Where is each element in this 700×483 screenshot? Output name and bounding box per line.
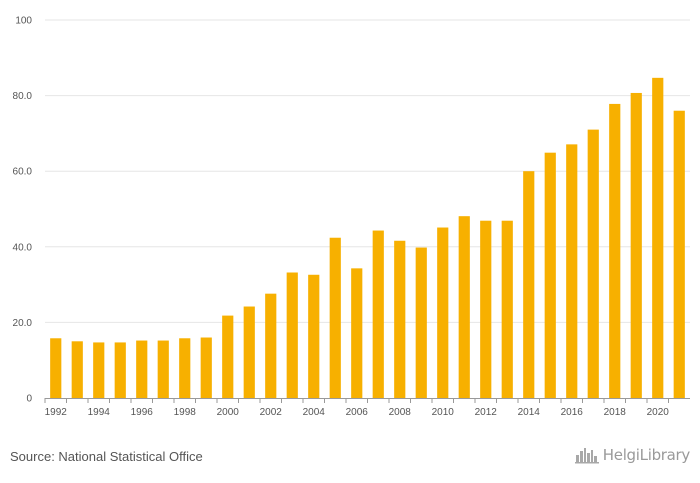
bar-2003: [286, 272, 298, 398]
x-tick-label: 2002: [260, 407, 283, 418]
bar-1999: [200, 337, 212, 398]
x-tick-label: 2012: [475, 407, 498, 418]
bar-1992: [50, 338, 62, 398]
helgilibrary-logo[interactable]: HelgiLibrary: [574, 446, 691, 464]
bar-2018: [609, 103, 621, 398]
bar-2019: [630, 92, 642, 398]
bar-2020: [652, 77, 664, 399]
bar-2010: [437, 227, 449, 398]
y-tick-label: 100: [15, 16, 32, 27]
logo-text: HelgiLibrary: [602, 446, 691, 464]
bar-1994: [93, 342, 105, 398]
x-tick-label: 2008: [389, 407, 412, 418]
x-tick-label: 1992: [45, 407, 68, 418]
source-note: Source: National Statistical Office: [10, 449, 203, 464]
bar-2013: [501, 220, 513, 398]
city-skyline-icon: [574, 448, 599, 464]
x-tick-label: 1994: [88, 407, 111, 418]
bar-2005: [329, 237, 341, 398]
x-tick-label: 1998: [174, 407, 197, 418]
bar-2016: [566, 144, 578, 398]
bar-2021: [673, 110, 685, 398]
x-tick-label: 1996: [131, 407, 154, 418]
x-axis: 1992 1994 1996 1998 2000 2002 2004 2006 2008 2010…: [44, 398, 690, 418]
y-tick-label: 60.0: [13, 167, 33, 178]
x-tick-label: 2004: [303, 407, 326, 418]
x-tick-label: 2006: [346, 407, 369, 418]
bar-1993: [71, 341, 83, 398]
bar-2006: [351, 268, 363, 398]
x-tick-label: 2014: [518, 407, 541, 418]
bar-1995: [114, 342, 126, 398]
bar-2017: [587, 129, 599, 398]
bar-2007: [372, 230, 384, 398]
bars: [50, 77, 685, 399]
x-tick-label: 2016: [561, 407, 584, 418]
bar-1998: [179, 338, 191, 398]
x-tick-label: 2020: [647, 407, 670, 418]
bar-2014: [523, 171, 535, 398]
y-axis-ticks: 0 20.0 40.0 60.0 80.0 100: [13, 16, 33, 405]
bar-chart: 0 20.0 40.0 60.0 80.0 100 1992 1994 1996 1998 200…: [13, 16, 690, 418]
bar-2012: [480, 220, 492, 398]
x-tick-label: 2018: [604, 407, 627, 418]
bar-2008: [394, 240, 406, 398]
bar-2015: [544, 152, 556, 398]
x-tick-label: 2010: [432, 407, 455, 418]
x-tick-label: 2000: [217, 407, 240, 418]
bar-2004: [308, 274, 320, 398]
gridlines: [45, 19, 690, 323]
bar-2011: [458, 216, 470, 398]
bar-1996: [136, 340, 148, 398]
bar-2009: [415, 247, 427, 398]
y-tick-label: 0: [26, 394, 32, 405]
bar-2002: [265, 293, 277, 398]
bar-2000: [222, 315, 234, 398]
y-tick-label: 40.0: [13, 242, 33, 253]
y-tick-label: 20.0: [13, 318, 33, 329]
y-tick-label: 80.0: [13, 91, 33, 102]
bar-2001: [243, 306, 255, 398]
bar-1997: [157, 340, 169, 398]
